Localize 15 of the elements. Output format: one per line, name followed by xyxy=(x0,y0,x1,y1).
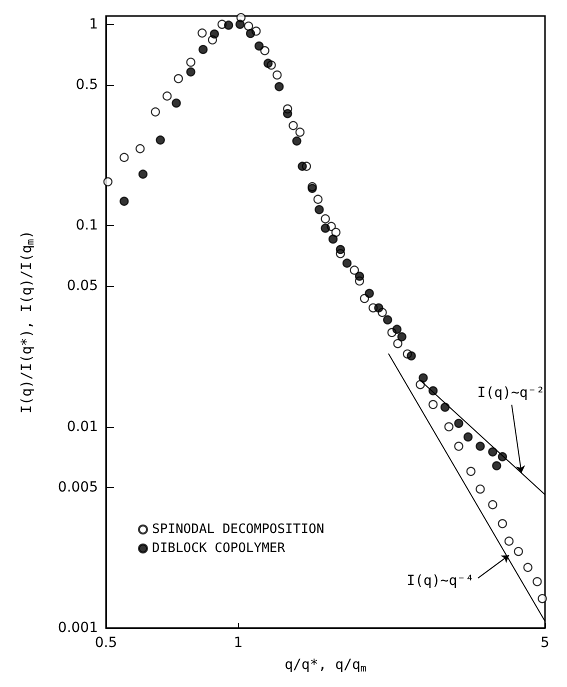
x-tick-label: 1 xyxy=(234,635,243,651)
legend-label: DIBLOCK COPOLYMER xyxy=(152,541,286,556)
x-tick-label: 5 xyxy=(540,635,550,651)
legend-label: SPINODAL DECOMPOSITION xyxy=(152,522,324,537)
y-tick-label: 0.1 xyxy=(76,218,98,234)
annotation: I(q)~q⁻² xyxy=(477,384,545,401)
y-tick-label: 0.5 xyxy=(76,76,98,93)
y-tick-label: 0.01 xyxy=(66,418,98,435)
x-tick-label: 0.5 xyxy=(94,635,118,651)
annotation: I(q)~q⁻⁴ xyxy=(406,573,474,590)
y-tick-label: 0.05 xyxy=(66,278,98,294)
y-tick-label: 0.001 xyxy=(58,620,98,636)
y-tick-label: 1 xyxy=(89,16,98,32)
y-axis-title: I(q)/I(q*), I(q)/I(qm) xyxy=(19,230,36,414)
y-tick-label: 0.005 xyxy=(58,479,98,496)
